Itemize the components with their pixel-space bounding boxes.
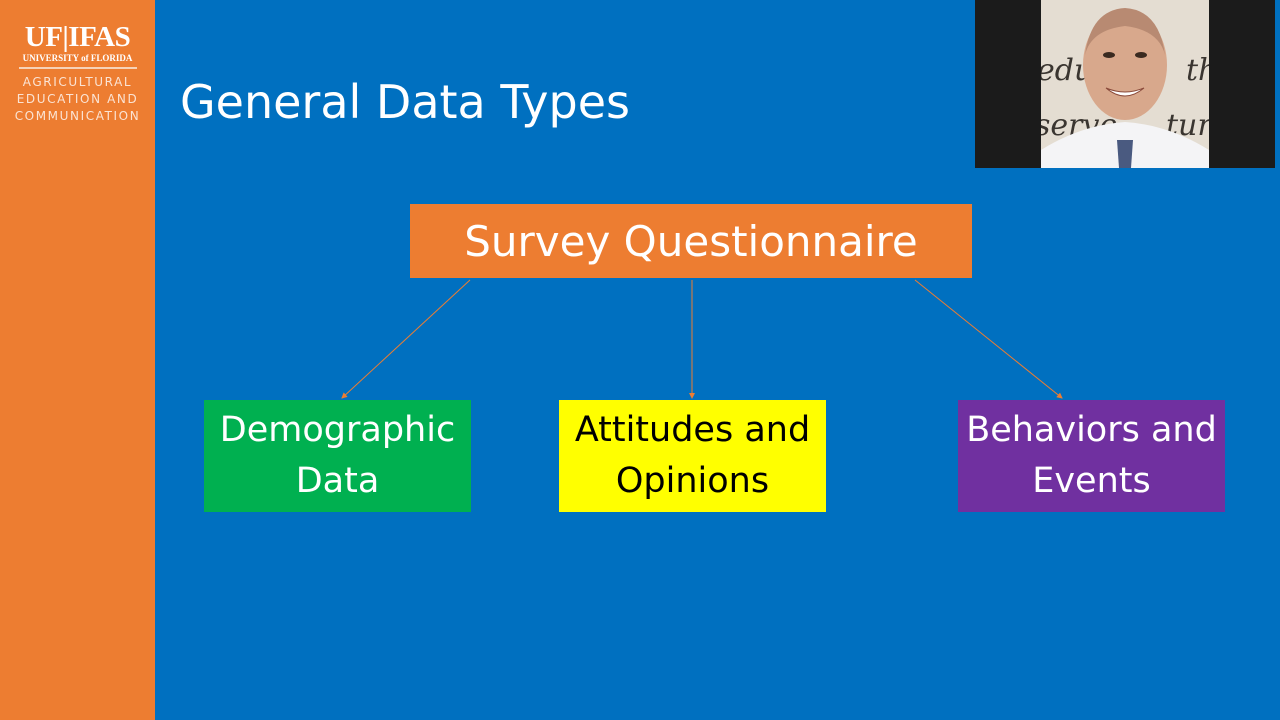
node-line: Attitudes and — [574, 410, 811, 450]
uf-ifas-logo: UF|IFAS UNIVERSITY of FLORIDA AGRICULTUR… — [0, 22, 155, 125]
wall-text: th — [1186, 53, 1209, 88]
dept-line: AGRICULTURAL — [22, 75, 133, 89]
dept-line: COMMUNICATION — [14, 109, 141, 123]
connector-demographic — [341, 279, 471, 399]
logo-brand: UF|IFAS — [24, 21, 131, 53]
logo-department: AGRICULTURAL EDUCATION AND COMMUNICATION — [0, 74, 155, 125]
dept-line: EDUCATION AND — [16, 92, 139, 106]
node-line: Opinions — [615, 461, 770, 501]
presenter-video: edu th serve ture — [1041, 0, 1209, 168]
node-attitudes-opinions: Attitudes and Opinions — [559, 400, 826, 512]
node-line: Events — [1032, 461, 1151, 501]
root-node-survey-questionnaire: Survey Questionnaire — [410, 204, 972, 278]
logo-university: UNIVERSITY of FLORIDA — [22, 53, 133, 63]
node-line: Behaviors and — [966, 410, 1217, 450]
presenter-image: edu th serve ture — [1041, 8, 1209, 168]
slide-title: General Data Types — [180, 75, 630, 129]
webcam-overlay: edu th serve ture — [975, 0, 1275, 168]
connector-behaviors — [914, 279, 1063, 399]
node-line: Data — [295, 461, 380, 501]
node-demographic-data: Demographic Data — [204, 400, 471, 512]
logo-divider — [18, 67, 137, 69]
node-behaviors-events: Behaviors and Events — [958, 400, 1225, 512]
node-line: Demographic — [219, 410, 456, 450]
sidebar: UF|IFAS UNIVERSITY of FLORIDA AGRICULTUR… — [0, 0, 155, 720]
